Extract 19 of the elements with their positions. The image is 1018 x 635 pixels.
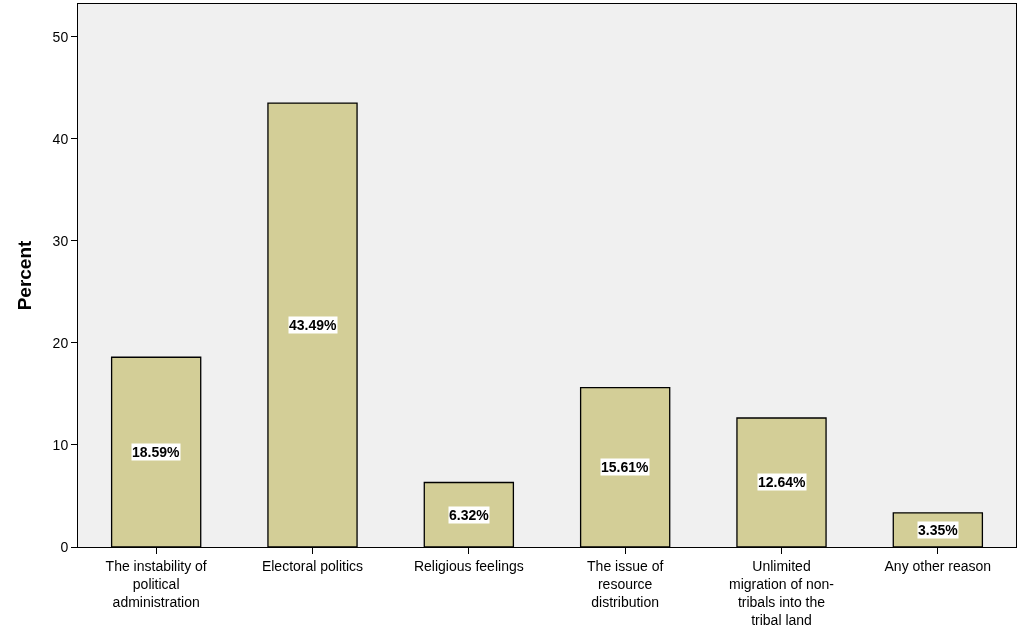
x-tick-label: Electoral politics — [261, 557, 364, 574]
y-axis-title: Percent — [14, 239, 36, 311]
data-label: 6.32% — [449, 507, 490, 523]
y-tick-label: 0 — [60, 538, 69, 555]
x-tick-label: Any other reason — [884, 557, 992, 574]
y-tick-label: 50 — [52, 28, 69, 45]
y-tick-label: 30 — [52, 232, 69, 249]
data-label: 3.35% — [918, 522, 959, 538]
x-tick-label: Unlimited migration of non-tribals into the tribal land — [728, 557, 835, 629]
y-tick-label: 20 — [52, 334, 69, 351]
data-label: 18.59% — [132, 444, 181, 460]
x-tick-label: Religious feelings — [413, 557, 524, 574]
y-tick-label: 10 — [52, 436, 69, 453]
data-label: 15.61% — [601, 459, 650, 475]
x-tick-label: The instability of political administration — [105, 557, 207, 611]
data-label: 12.64% — [758, 474, 807, 490]
y-tick-label: 40 — [52, 130, 69, 147]
x-tick-label: The issue of resource distribution — [587, 557, 664, 611]
data-label: 43.49% — [289, 317, 338, 333]
